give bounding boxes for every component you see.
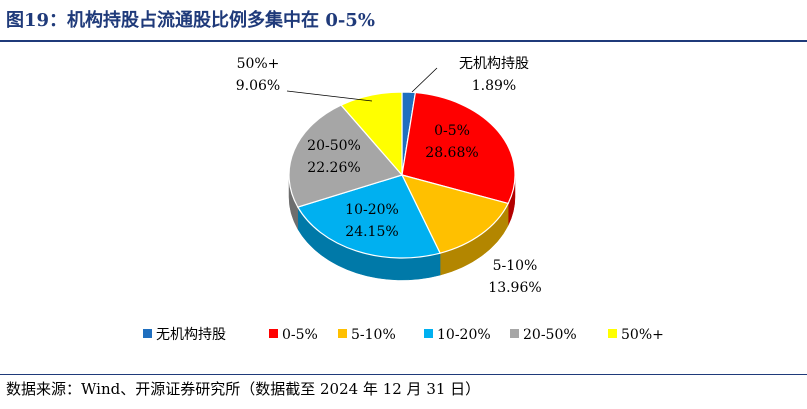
legend-item-2: 5-10%: [338, 327, 396, 343]
slice-category-label-4: 20-50%: [307, 138, 361, 154]
legend-label-0: 无机构持股: [156, 327, 226, 343]
legend-label-3: 10-20%: [437, 327, 491, 343]
legend-item-5: 50%+: [608, 327, 664, 343]
source-note: 数据来源：Wind、开源证券研究所（数据截至 2024 年 12 月 31 日）: [6, 380, 481, 398]
legend-label-1: 0-5%: [282, 327, 318, 343]
legend-swatch-3: [424, 329, 433, 338]
slice-value-label-0: 1.89%: [472, 78, 516, 94]
pie-slice-4: [288, 104, 404, 208]
legend-swatch-1: [269, 329, 278, 338]
leader-line-5: [286, 90, 373, 102]
slice-value-label-1: 28.68%: [425, 145, 478, 161]
legend-swatch-4: [510, 329, 519, 338]
legend-item-4: 20-50%: [510, 327, 577, 343]
legend-label-4: 20-50%: [523, 327, 577, 343]
legend-swatch-2: [338, 329, 347, 338]
pie-slice-5: [340, 91, 403, 177]
slice-value-label-3: 24.15%: [345, 224, 398, 240]
leader-line-0: [411, 67, 438, 93]
slice-value-label-2: 13.96%: [488, 280, 541, 296]
slice-value-label-5: 9.06%: [236, 78, 280, 94]
legend-item-3: 10-20%: [424, 327, 491, 343]
legend-label-2: 5-10%: [351, 327, 396, 343]
source-divider: [0, 374, 807, 375]
title-divider: [0, 40, 807, 42]
slice-category-label-1: 0-5%: [434, 123, 470, 139]
pie-slice-3: [296, 174, 441, 259]
slice-value-label-4: 22.26%: [307, 160, 360, 176]
chart-title: 图19：机构持股占流通股比例多集中在 0-5%: [6, 10, 375, 31]
slice-category-label-0: 无机构持股: [459, 56, 529, 72]
pie-slice-1: [401, 91, 516, 205]
legend-item-0: 无机构持股: [143, 327, 226, 343]
legend: 无机构持股 0-5% 5-10% 10-20% 20-50% 50%+: [143, 327, 664, 343]
pie-chart: 无机构持股 1.89% 0-5% 28.68% 5-10% 13.96% 10-20% 24.…: [143, 56, 664, 343]
pie-slices: [288, 91, 516, 259]
slice-category-label-3: 10-20%: [345, 202, 399, 218]
pie-slice-2: [400, 174, 510, 254]
legend-swatch-5: [608, 329, 617, 338]
legend-label-5: 50%+: [621, 327, 664, 343]
slice-category-label-2: 5-10%: [493, 258, 538, 274]
legend-swatch-0: [143, 329, 152, 338]
pie-data-labels: 无机构持股 1.89% 0-5% 28.68% 5-10% 13.96% 10-20% 24.…: [236, 56, 542, 296]
legend-item-1: 0-5%: [269, 327, 318, 343]
slice-category-label-5: 50%+: [237, 56, 280, 72]
